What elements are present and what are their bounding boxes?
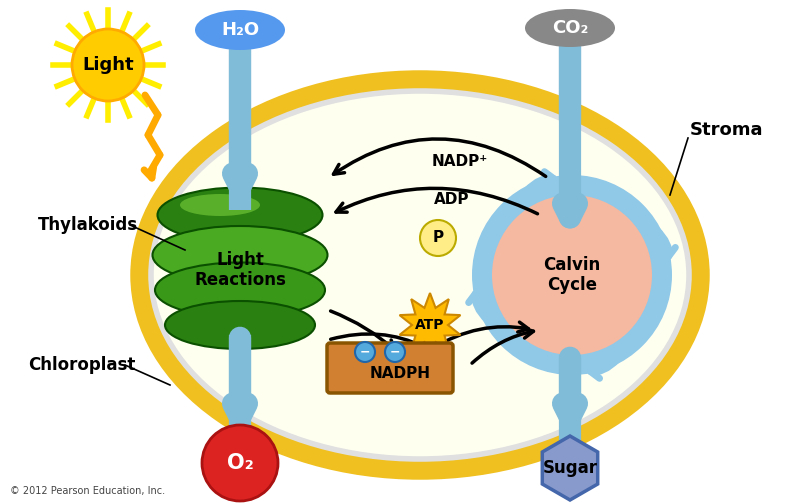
Ellipse shape [155, 263, 325, 317]
Circle shape [355, 342, 375, 362]
Text: NADPH: NADPH [370, 367, 430, 381]
Text: H₂O: H₂O [221, 21, 259, 39]
Ellipse shape [153, 226, 327, 284]
Ellipse shape [165, 301, 315, 349]
Polygon shape [399, 293, 461, 357]
Ellipse shape [151, 91, 689, 459]
Ellipse shape [158, 188, 322, 242]
Text: ADP: ADP [434, 193, 470, 208]
Text: Chloroplast: Chloroplast [28, 356, 135, 374]
Text: P: P [433, 230, 443, 245]
Text: O₂: O₂ [226, 453, 254, 473]
Ellipse shape [525, 9, 615, 47]
Circle shape [385, 342, 405, 362]
Text: Thylakoids: Thylakoids [38, 216, 138, 234]
Circle shape [202, 425, 278, 501]
Text: CO₂: CO₂ [552, 19, 588, 37]
Circle shape [492, 195, 652, 355]
Text: NADP⁺: NADP⁺ [432, 154, 488, 170]
Circle shape [420, 220, 456, 256]
Ellipse shape [140, 80, 700, 470]
Text: Sugar: Sugar [542, 459, 598, 477]
Text: ATP: ATP [415, 318, 445, 332]
Ellipse shape [195, 10, 285, 50]
Circle shape [72, 29, 144, 101]
Text: © 2012 Pearson Education, Inc.: © 2012 Pearson Education, Inc. [10, 486, 165, 496]
Text: Light
Reactions: Light Reactions [194, 250, 286, 289]
Text: −: − [390, 346, 400, 359]
Ellipse shape [180, 194, 260, 216]
Text: Stroma: Stroma [690, 121, 763, 139]
Text: Calvin
Cycle: Calvin Cycle [543, 256, 601, 294]
Circle shape [472, 175, 672, 375]
FancyBboxPatch shape [327, 343, 453, 393]
Text: −: − [360, 346, 370, 359]
Text: Light: Light [82, 56, 134, 74]
Polygon shape [542, 436, 598, 500]
